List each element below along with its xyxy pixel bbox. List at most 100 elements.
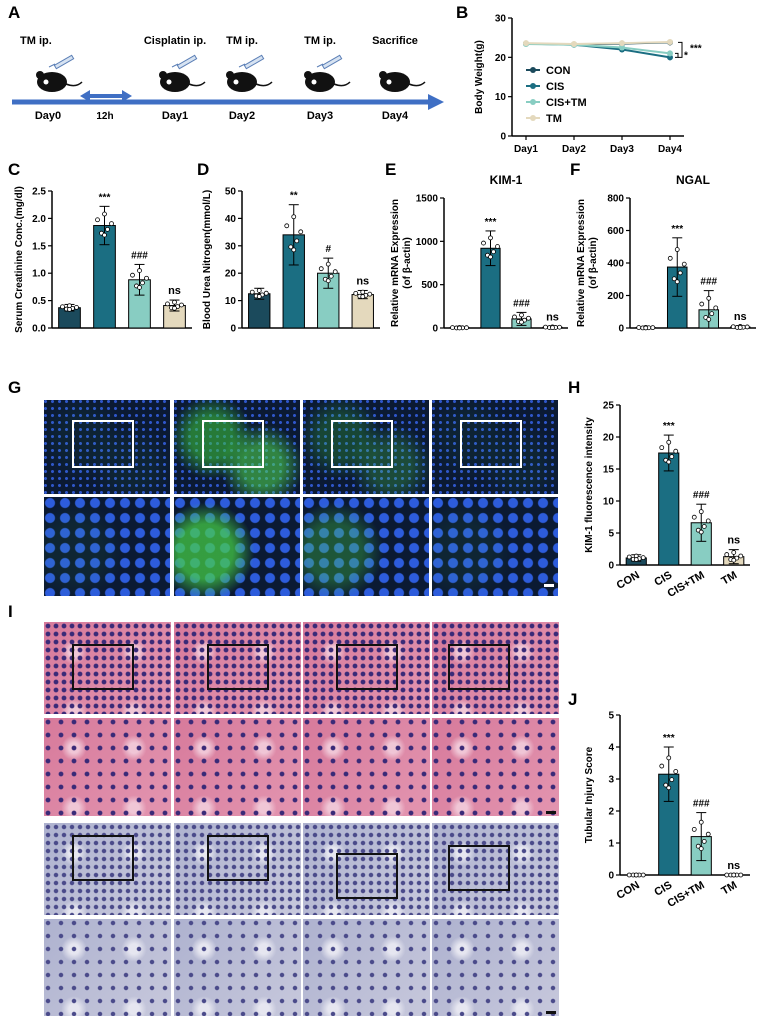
legend-label: CON (546, 65, 571, 77)
if-scale-bar (544, 584, 554, 587)
data-point (130, 272, 135, 278)
data-point (298, 229, 304, 235)
if-400x-tile (432, 497, 558, 596)
y-tick-label: 5 (608, 711, 614, 722)
category-label: TM (727, 333, 746, 335)
histology-he-tile (432, 622, 559, 714)
series-point (523, 40, 529, 47)
chart-serum-creatinine: 0.0 0.5 1.0 1.5 2.0 2.5 CON *** CIS ### CIS+TM ns TM… (14, 186, 192, 335)
syringe-needle (238, 63, 246, 68)
mouse-ear (36, 71, 44, 79)
timeline-svg: 12h TM ip. Day0 Cisplatin ip. Day1 TM ip. Day… (12, 35, 444, 122)
syringe-icon (171, 54, 198, 70)
data-point (137, 268, 142, 273)
he-scale-bar (546, 811, 556, 814)
data-point (706, 295, 712, 301)
significance-label: ### (693, 799, 710, 810)
data-point (550, 325, 555, 331)
panel-label-e: E (385, 160, 397, 179)
data-point (284, 223, 290, 229)
series-point (619, 44, 625, 51)
series-point (571, 40, 577, 47)
data-point (705, 518, 711, 524)
data-point (102, 211, 107, 217)
y-tick-label: 400 (607, 259, 624, 270)
significance-label: ns (546, 312, 559, 324)
x-tick-label: Day1 (514, 144, 538, 155)
data-point (165, 301, 170, 307)
mouse-icon (226, 71, 273, 92)
data-point (724, 872, 730, 878)
step-label: Sacrifice (372, 35, 418, 47)
data-point (738, 553, 744, 559)
sig-star: * (684, 50, 688, 61)
mouse-spot (233, 79, 239, 85)
data-point (671, 276, 677, 282)
y-tick-label: 0 (500, 132, 506, 143)
mouse-tail (255, 81, 273, 87)
significance-label: ns (356, 275, 369, 287)
mouse-ear (159, 71, 167, 79)
significance-label: ### (131, 250, 148, 261)
legend-label: CIS+TM (546, 97, 587, 109)
panel-label-a: A (8, 3, 21, 22)
x-tick-label: Day4 (658, 144, 682, 155)
data-point (640, 555, 646, 561)
y-tick-label: 20 (603, 433, 615, 444)
data-point (288, 244, 294, 250)
data-point (698, 509, 704, 515)
mouse-tail (333, 81, 351, 87)
data-point (332, 269, 338, 275)
mouse-icon (159, 71, 206, 92)
x-tick-label: Day3 (610, 144, 634, 155)
histology-he-tile (44, 622, 171, 714)
y-tick-label: 2.0 (32, 214, 46, 225)
series-point (619, 40, 625, 47)
sig-bracket-outer (678, 41, 683, 58)
syringe-barrel (176, 54, 198, 70)
significance-label: ns (734, 311, 747, 323)
histology-he-tile (303, 622, 430, 714)
y-axis-label: Body Weight(g) (474, 40, 485, 114)
histology-zoom-box (448, 845, 510, 891)
x-tick-label: Day2 (562, 144, 586, 155)
data-point (673, 769, 679, 774)
category-label: CON (238, 333, 265, 335)
category-label: CON (438, 333, 465, 335)
timeline-panel: 12h TM ip. Day0 Cisplatin ip. Day1 TM ip. Day… (10, 20, 450, 160)
category-label: TM (719, 569, 739, 587)
significance-label: *** (663, 421, 675, 432)
data-point (701, 524, 707, 529)
histology-he-tile (303, 718, 430, 816)
y-tick-label: 10 (495, 92, 507, 103)
data-point (731, 872, 737, 878)
if-400x-tile (174, 497, 300, 596)
histology-zoom-box (207, 644, 269, 690)
y-axis-label-2: (of β-actin) (588, 237, 599, 289)
histology-pas-tile (432, 823, 559, 915)
data-point (633, 557, 639, 562)
data-point (179, 302, 184, 308)
significance-label: ### (513, 298, 530, 309)
y-tick-label: 0 (608, 871, 614, 882)
data-point (626, 872, 632, 878)
y-tick-label: 0 (432, 324, 438, 335)
chart-title: KIM-1 (490, 173, 523, 187)
data-point (667, 255, 673, 261)
data-point (294, 238, 300, 244)
mouse-ear (226, 71, 234, 79)
data-point (730, 324, 736, 330)
data-point (172, 305, 177, 311)
data-point (709, 311, 715, 317)
panel-label-h: H (568, 378, 581, 397)
mouse-body (380, 72, 410, 92)
legend-marker (530, 83, 536, 89)
histology-zoom-box (448, 644, 510, 690)
data-point (663, 782, 669, 788)
y-tick-label: 5 (608, 529, 614, 540)
y-tick-label: 10 (225, 296, 237, 307)
category-label: CIS (475, 333, 496, 335)
histology-pas-tile (44, 823, 171, 915)
mouse-body (160, 72, 190, 92)
